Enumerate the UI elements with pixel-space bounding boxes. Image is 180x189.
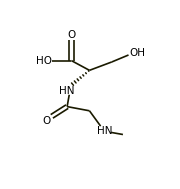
- Text: HN: HN: [97, 126, 112, 136]
- Text: OH: OH: [129, 48, 145, 58]
- Text: HO: HO: [36, 56, 52, 66]
- Text: O: O: [67, 30, 75, 40]
- Text: HN: HN: [59, 86, 75, 96]
- Text: O: O: [42, 116, 50, 126]
